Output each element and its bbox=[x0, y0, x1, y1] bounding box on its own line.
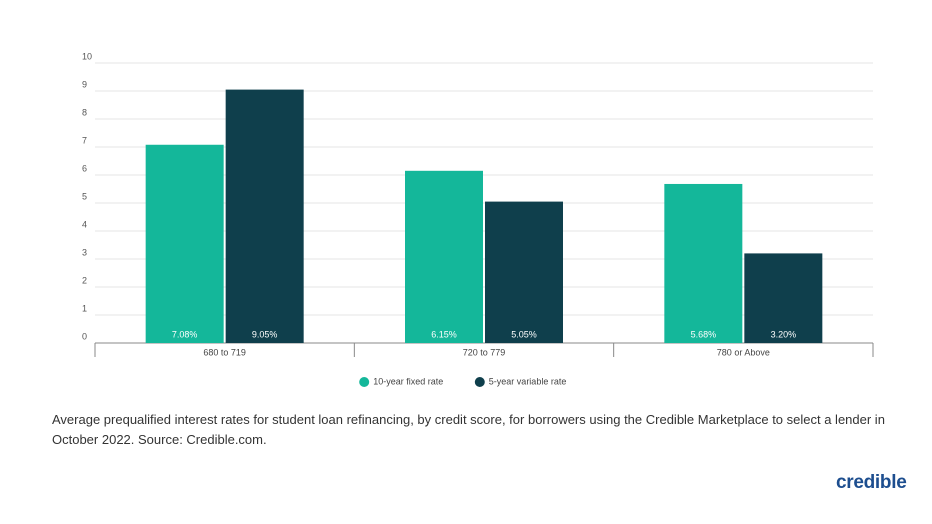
value-label: 5.05% bbox=[511, 329, 537, 339]
legend-label: 5-year variable rate bbox=[489, 376, 567, 386]
y-tick-label: 1 bbox=[82, 303, 87, 313]
bar bbox=[145, 144, 224, 343]
y-tick-label: 7 bbox=[82, 135, 87, 145]
y-tick-label: 6 bbox=[82, 163, 87, 173]
y-tick-label: 10 bbox=[82, 51, 92, 61]
chart: 0 1 2 3 4 5 6 7 8 9 10 680 to 719 7.08% 9.05% 720 to 7… bbox=[82, 51, 874, 387]
legend-marker bbox=[359, 377, 370, 387]
y-tick-label: 5 bbox=[82, 191, 87, 201]
bar bbox=[405, 170, 483, 343]
value-label: 3.20% bbox=[771, 329, 797, 339]
bar bbox=[225, 89, 304, 343]
value-label: 5.68% bbox=[691, 329, 717, 339]
x-tick-label: 720 to 779 bbox=[463, 347, 506, 357]
value-label: 9.05% bbox=[252, 329, 278, 339]
y-tick-label: 9 bbox=[82, 79, 87, 89]
y-tick-label: 0 bbox=[82, 331, 87, 341]
legend-label: 10-year fixed rate bbox=[373, 376, 443, 386]
x-tick-label: 780 or Above bbox=[717, 347, 770, 357]
x-tick-label: 680 to 719 bbox=[203, 347, 246, 357]
y-tick-label: 2 bbox=[82, 275, 87, 285]
caption: Average prequalified interest rates for … bbox=[52, 412, 885, 447]
y-tick-label: 3 bbox=[82, 247, 87, 257]
legend-marker bbox=[474, 377, 485, 387]
value-label: 6.15% bbox=[431, 329, 457, 339]
y-tick-label: 4 bbox=[82, 219, 87, 229]
y-tick-label: 8 bbox=[82, 107, 87, 117]
bar bbox=[744, 253, 823, 343]
bar bbox=[664, 183, 743, 343]
bar bbox=[485, 201, 563, 343]
value-label: 7.08% bbox=[172, 329, 198, 339]
logo: credible bbox=[836, 472, 907, 493]
